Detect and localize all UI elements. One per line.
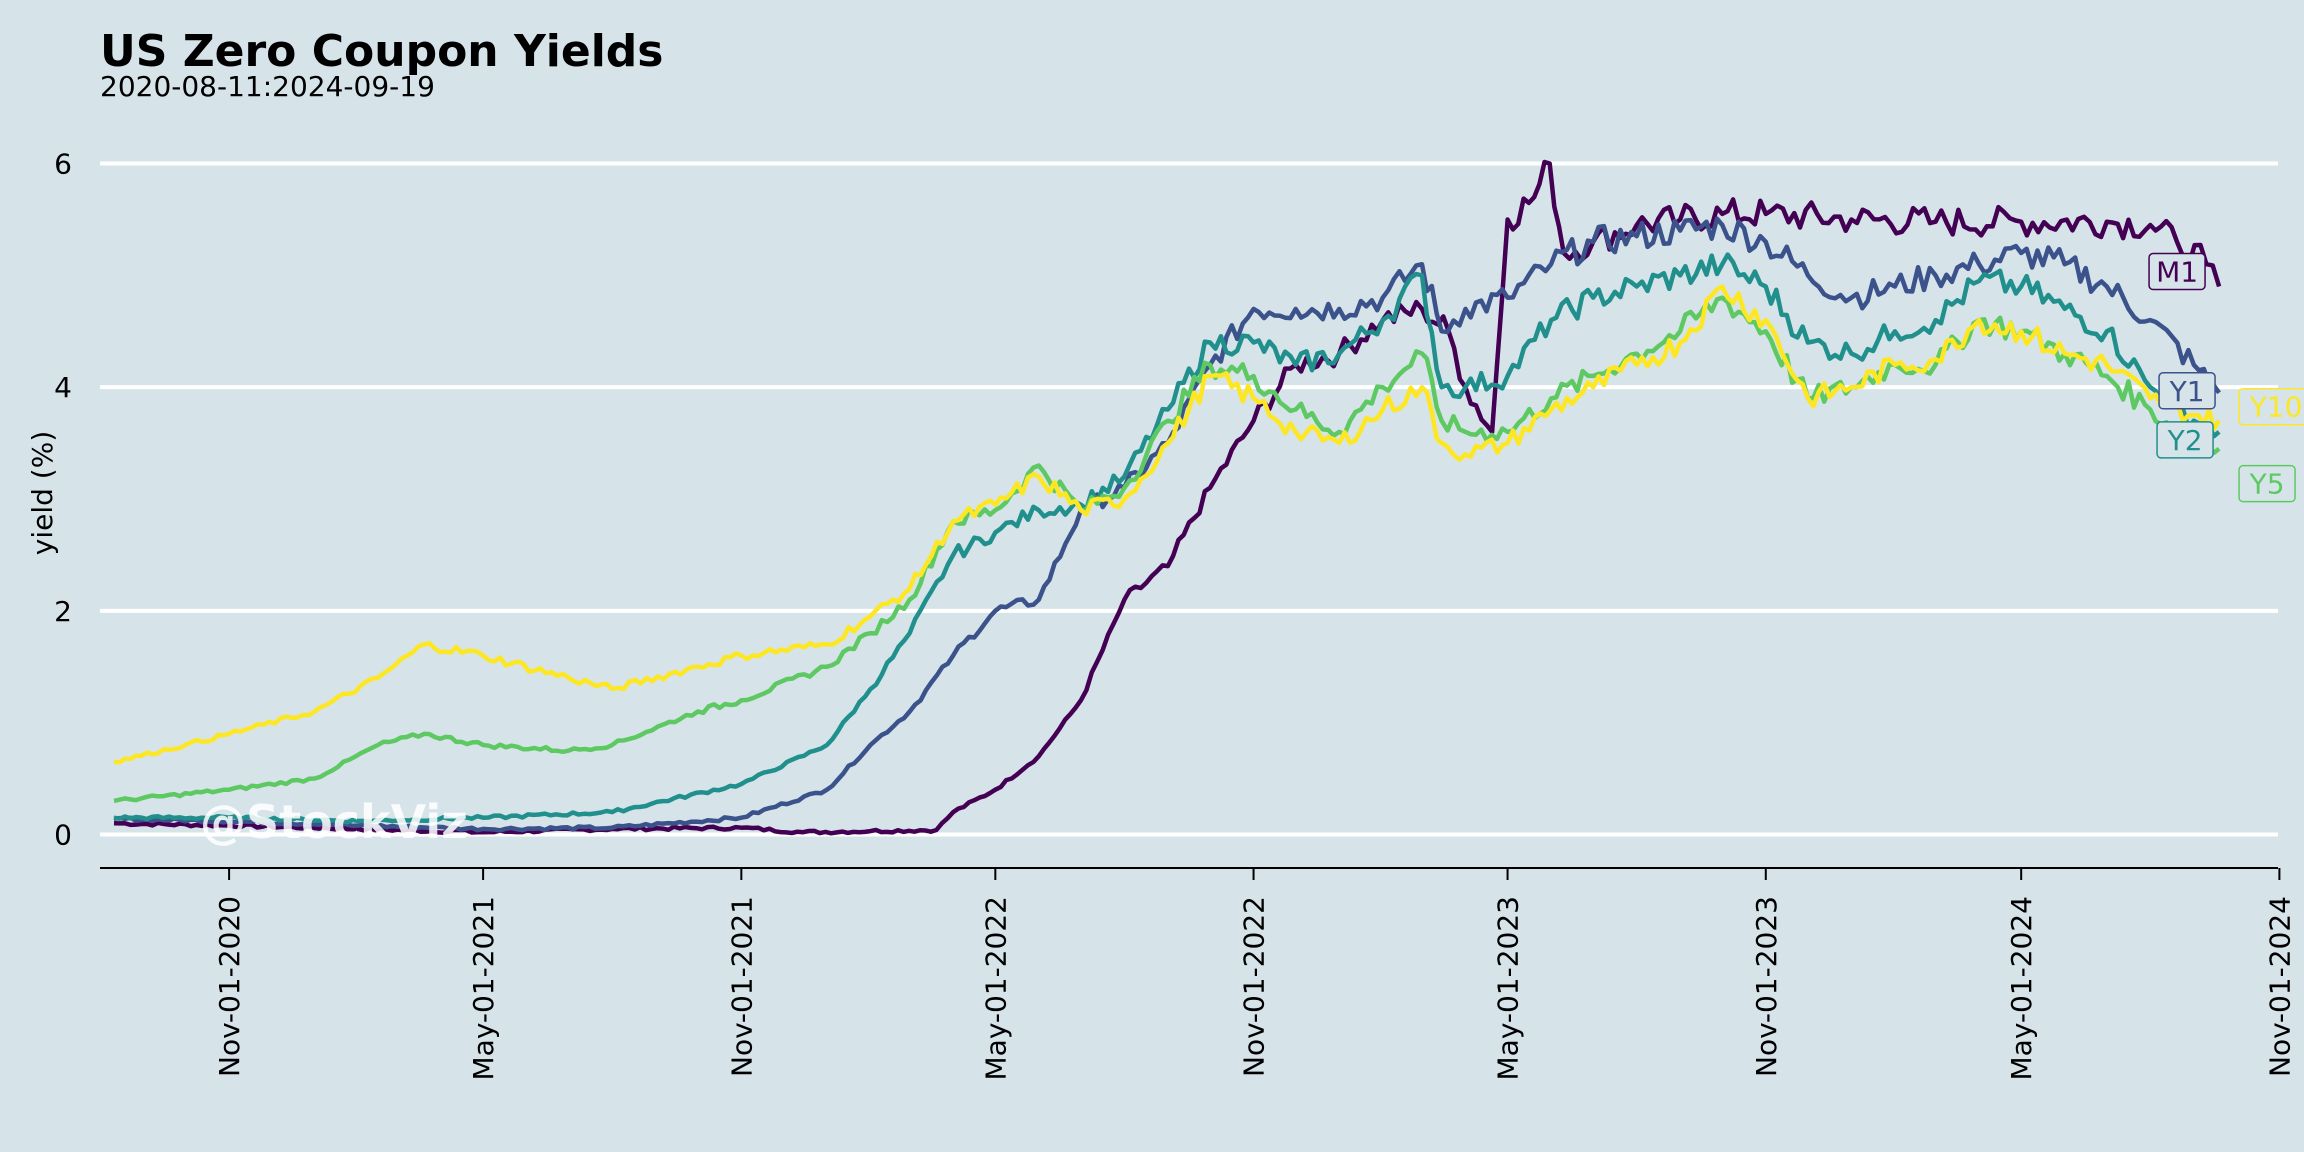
series-line-y5 bbox=[113, 295, 2221, 804]
x-tick-label: May-01-2021 bbox=[467, 896, 500, 1081]
watermark: @StockViz bbox=[200, 795, 468, 849]
x-tick-label: Nov-01-2024 bbox=[2263, 896, 2296, 1077]
chart-title: US Zero Coupon Yields bbox=[100, 26, 664, 77]
series-line-m1 bbox=[113, 159, 2222, 836]
y-tick-label: 2 bbox=[54, 595, 72, 628]
series-line-y2 bbox=[113, 252, 2221, 825]
series-label-box bbox=[2156, 421, 2214, 459]
series-label: Y2 bbox=[2167, 424, 2203, 457]
x-tick-label: Nov-01-2023 bbox=[1750, 896, 1783, 1077]
x-tick-label: Nov-01-2022 bbox=[1238, 896, 1271, 1077]
series-label-box bbox=[2238, 387, 2304, 426]
series-label-box bbox=[2158, 372, 2216, 410]
series-label: Y1 bbox=[2169, 375, 2205, 408]
chart-subtitle: 2020-08-11:2024-09-19 bbox=[100, 70, 435, 103]
series-line-y10 bbox=[113, 284, 2222, 765]
y-tick-label: 6 bbox=[54, 148, 72, 181]
x-tick-label: Nov-01-2020 bbox=[213, 896, 246, 1077]
x-tick-label: Nov-01-2021 bbox=[725, 896, 758, 1077]
series-label: Y10 bbox=[2249, 391, 2303, 424]
y-tick-label: 4 bbox=[54, 371, 72, 404]
y-axis-label: yield (%) bbox=[26, 431, 59, 555]
series-line-y1 bbox=[113, 216, 2221, 833]
x-tick-label: May-01-2023 bbox=[1492, 896, 1525, 1081]
x-tick-label: May-01-2022 bbox=[979, 896, 1012, 1081]
y-tick-label: 0 bbox=[54, 818, 72, 851]
series-label: M1 bbox=[2156, 256, 2198, 289]
x-tick-label: May-01-2024 bbox=[2005, 896, 2038, 1081]
series-label: Y5 bbox=[2249, 468, 2285, 501]
series-label-box bbox=[2148, 252, 2206, 291]
series-label-box bbox=[2238, 464, 2296, 503]
